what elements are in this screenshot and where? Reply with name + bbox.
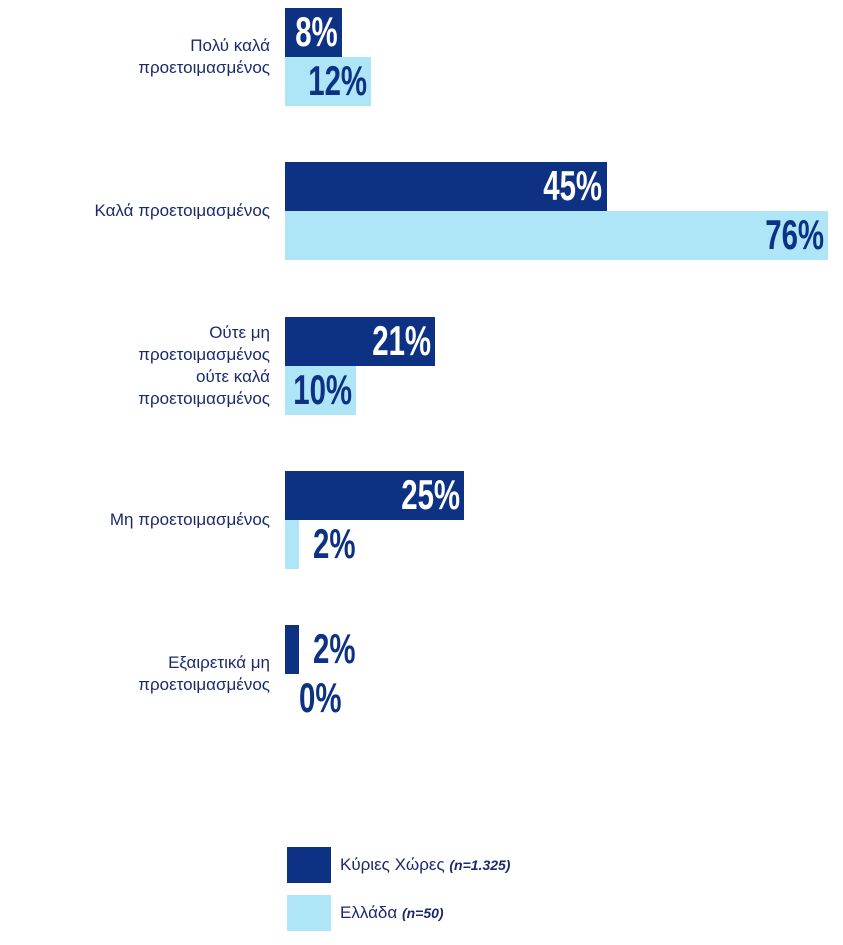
value-text: 45% [543,162,603,210]
value-text: 2% [313,625,356,673]
value-text: 76% [765,211,824,259]
bar [285,57,371,106]
legend-swatch [287,847,331,883]
value-text: 12% [307,57,367,104]
legend-swatch [287,895,331,931]
bar [285,519,300,569]
legend-note: (n=1.325) [449,857,511,873]
legend-note: (n=50) [401,905,444,921]
value-label: 21% [347,317,431,365]
legend-name: Ελλάδα [340,903,398,922]
value-label: 45% [518,162,603,210]
legend-label: Κύριες Χώρες (n=1.325) [340,847,510,883]
value-label: 2% [313,520,374,568]
bar [285,211,828,261]
value-label: 8% [277,8,338,56]
bar [285,625,300,675]
value-text: 21% [372,316,432,364]
category-label: Εξαιρετικά μη προετοιμασμένος [138,653,270,695]
category-label: Μη προετοιμασμένος [109,509,270,529]
bar [285,365,357,415]
value-text: 2% [313,519,356,567]
value-label: 10% [268,365,353,414]
category-label: Ούτε μη προετοιμασμένος ούτε καλά προετο… [138,322,270,408]
value-text: 0% [299,674,342,722]
value-label: 0% [299,674,360,722]
value-text: 8% [295,8,339,55]
bar [285,162,607,212]
value-text: 25% [400,470,460,518]
bar [285,316,436,366]
bar [285,470,464,520]
value-label: 2% [313,625,374,673]
value-label: 76% [740,211,824,259]
category-label: Πολύ καλά προετοιμασμένος [138,36,270,77]
legend-label: Ελλάδα (n=50) [340,895,444,931]
category-label: Καλά προετοιμασμένος [94,201,270,221]
value-label: 25% [376,471,460,519]
value-text: 10% [293,365,353,413]
legend-name: Κύριες Χώρες [340,855,445,874]
value-label: 12% [283,57,367,105]
bar [285,8,343,57]
